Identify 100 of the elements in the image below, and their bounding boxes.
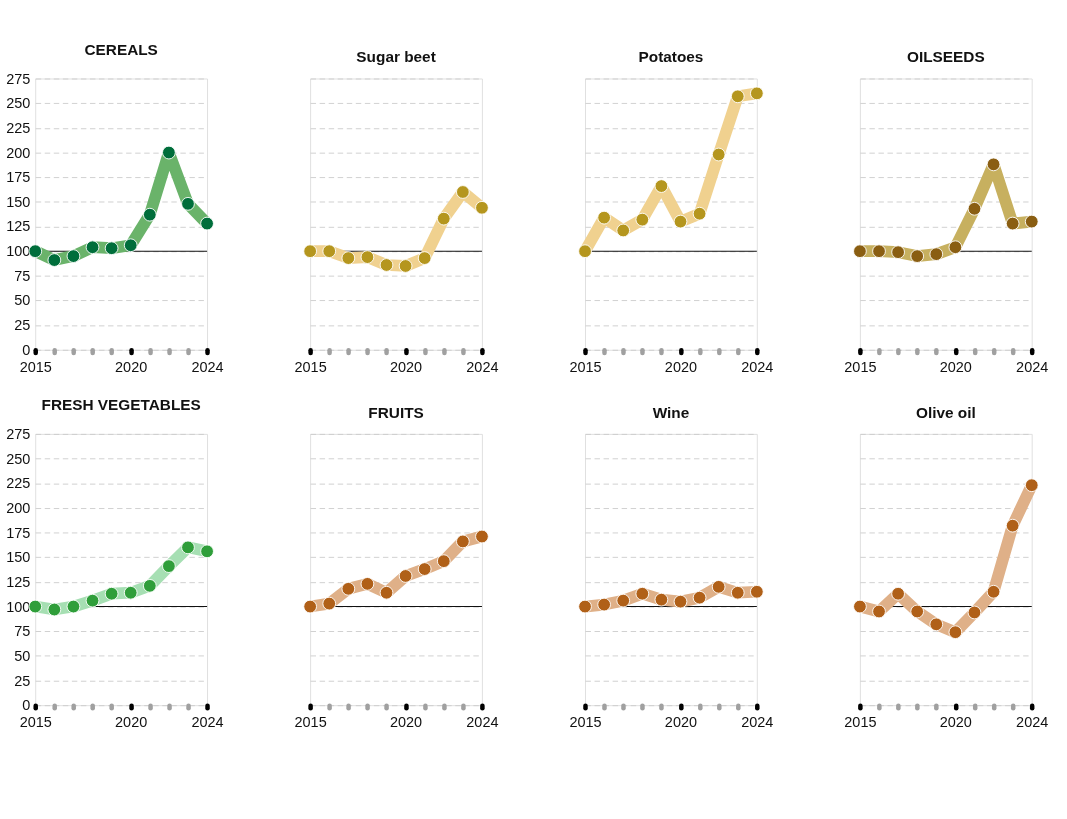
point (66, 249, 81, 263)
y-tick-label: 75 (14, 267, 31, 284)
x-tick-label: 2020 (664, 358, 698, 375)
y-tick-label: 125 (6, 573, 31, 590)
point (635, 586, 650, 601)
point (692, 590, 707, 605)
point (891, 245, 905, 259)
point (910, 604, 925, 619)
point (673, 594, 688, 609)
point (28, 244, 43, 259)
chart-title: Wine (652, 403, 690, 421)
y-tick-label: 175 (6, 169, 31, 186)
point (456, 185, 470, 199)
x-tick-label: 2015 (19, 714, 52, 731)
point (85, 593, 100, 608)
point (162, 145, 176, 160)
x-tick-label: 2015 (844, 714, 877, 731)
point (322, 596, 337, 611)
point (123, 238, 138, 253)
point (1005, 216, 1020, 231)
chart-title: CEREALS (84, 41, 158, 59)
point (597, 210, 611, 225)
point (28, 599, 43, 614)
x-tick-label: 2020 (664, 714, 698, 731)
y-tick-label: 175 (6, 524, 31, 541)
y-tick-label: 225 (6, 475, 31, 492)
point (891, 586, 905, 601)
point (341, 251, 356, 265)
point (967, 605, 982, 620)
point (104, 241, 119, 256)
y-tick-label: 150 (6, 549, 31, 566)
chart-title: OILSEEDS (907, 48, 985, 66)
point (436, 554, 451, 569)
y-tick-label: 0 (22, 341, 31, 358)
y-tick-label: 0 (22, 697, 31, 714)
point (948, 625, 963, 640)
y-tick-label: 100 (6, 243, 31, 260)
point (730, 585, 745, 600)
point (948, 240, 963, 255)
y-tick-label: 200 (6, 144, 31, 161)
point (1005, 518, 1020, 533)
x-tick-label: 2024 (191, 714, 224, 731)
point (635, 212, 650, 227)
point (853, 599, 867, 614)
y-tick-label: 225 (6, 119, 31, 136)
point (436, 211, 451, 226)
x-tick-label: 2024 (1016, 714, 1049, 731)
y-tick-label: 25 (14, 317, 31, 334)
point (181, 540, 195, 555)
x-tick-label: 2020 (115, 358, 148, 375)
point (47, 602, 62, 617)
point (398, 259, 413, 273)
point (711, 579, 726, 594)
x-tick-label: 2015 (569, 714, 602, 731)
point (929, 247, 944, 261)
point (85, 240, 100, 255)
point (597, 597, 611, 612)
y-tick-label: 200 (6, 499, 31, 516)
y-tick-label: 50 (14, 292, 31, 309)
x-tick-label: 2020 (115, 714, 148, 731)
chart-title: Olive oil (915, 403, 976, 421)
point (1024, 478, 1039, 493)
point (750, 86, 764, 101)
point (123, 585, 138, 600)
point (66, 599, 81, 614)
point (379, 258, 394, 272)
point (673, 214, 688, 229)
point (872, 244, 886, 259)
y-tick-label: 25 (14, 672, 31, 689)
y-tick-label: 100 (6, 598, 31, 615)
x-tick-label: 2024 (191, 358, 224, 375)
x-tick-label: 2020 (389, 714, 423, 731)
point (1024, 214, 1039, 229)
point (730, 89, 745, 104)
point (181, 197, 195, 211)
point (417, 251, 432, 265)
point (616, 223, 631, 238)
point (872, 604, 886, 619)
x-tick-label: 2020 (939, 358, 972, 375)
point (162, 559, 176, 573)
point (200, 544, 214, 559)
chart-title: FRUITS (368, 403, 424, 421)
y-tick-label: 250 (6, 95, 31, 112)
point (47, 253, 62, 267)
y-tick-label: 250 (6, 450, 31, 467)
x-tick-label: 2020 (939, 714, 972, 731)
y-tick-label: 75 (14, 623, 31, 640)
y-tick-label: 275 (6, 425, 31, 442)
point (341, 581, 356, 596)
y-tick-label: 275 (6, 70, 31, 87)
point (750, 584, 764, 599)
x-tick-label: 2024 (741, 714, 774, 731)
point (322, 244, 337, 259)
point (578, 244, 592, 259)
x-tick-label: 2015 (19, 358, 52, 375)
x-tick-label: 2015 (569, 358, 602, 375)
point (104, 586, 119, 601)
x-tick-label: 2024 (466, 714, 499, 731)
point (967, 201, 982, 216)
point (986, 157, 1001, 172)
